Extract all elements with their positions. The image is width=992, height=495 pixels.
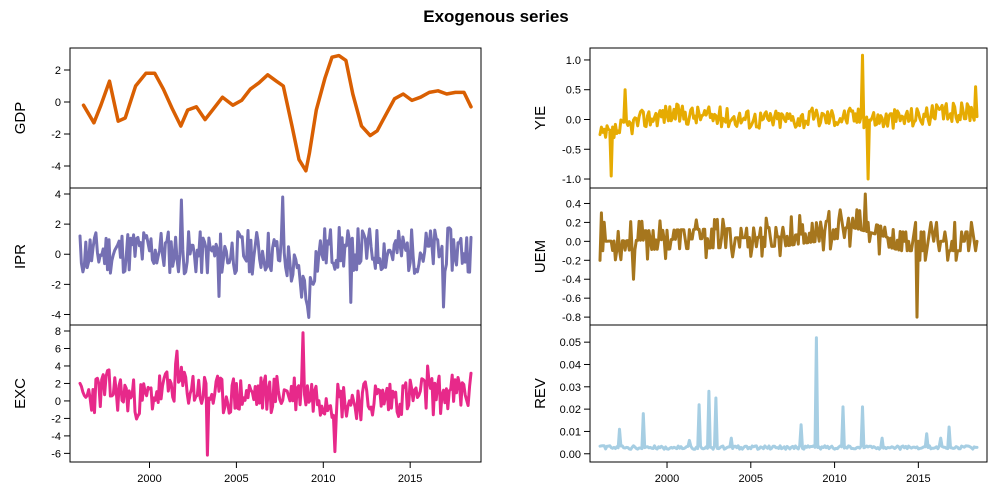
panel-frame xyxy=(589,324,988,463)
y-tick-label: -0.6 xyxy=(562,293,581,305)
y-tick-label: 0.00 xyxy=(560,449,581,461)
y-axis-label: UEM xyxy=(532,240,549,273)
y-tick-label: 0.01 xyxy=(560,426,581,438)
panel-gdp: -4 -2 0 2 GDP xyxy=(12,47,482,189)
y-tick-label: 0.04 xyxy=(560,359,581,371)
y-tick-label: -6 xyxy=(51,448,61,460)
x-tick-label: 2010 xyxy=(822,473,846,485)
panel-frame xyxy=(589,187,988,326)
panel-exc: -6 -4 -2 0 2 4 6 8 EXC 2000 2005 2010 2015 xyxy=(12,324,482,485)
y-tick-label: -0.4 xyxy=(562,274,581,286)
y-tick-label: 0 xyxy=(55,97,61,109)
panel-frame xyxy=(69,47,482,189)
series-line-yie xyxy=(598,53,979,181)
y-tick-label: -4 xyxy=(51,309,61,321)
panel-ipr: -4 -2 0 2 4 IPR xyxy=(12,187,482,326)
y-tick-label: -4 xyxy=(51,431,61,443)
series-line-gdp xyxy=(81,53,473,173)
y-axis-label: REV xyxy=(532,378,549,409)
x-tick-label: 2005 xyxy=(739,473,763,485)
y-tick-label: 0.4 xyxy=(566,198,581,210)
panel-yie: -1.0 -0.5 0.0 0.5 1.0 YIE xyxy=(532,47,988,189)
y-tick-label: 4 xyxy=(55,189,61,201)
y-tick-label: 0.5 xyxy=(566,85,581,97)
chart-title: Exogenous series xyxy=(423,7,569,26)
y-tick-label: 0.2 xyxy=(566,217,581,229)
y-tick-label: 0.05 xyxy=(560,337,581,349)
y-tick-label: 0 xyxy=(55,396,61,408)
y-tick-label: -2 xyxy=(51,279,61,291)
y-tick-label: 0.0 xyxy=(566,114,581,126)
y-tick-label: 2 xyxy=(55,219,61,231)
series-line-rev xyxy=(598,336,979,451)
y-tick-label: 0 xyxy=(55,249,61,261)
y-tick-label: 0.02 xyxy=(560,404,581,416)
series-line-uem xyxy=(598,192,979,319)
panels: -4 -2 0 2 GDP -4 -2 0 2 4 IPR -6 -4 -2 0 2 4 6 8 EXC 2000 200… xyxy=(12,47,988,485)
y-tick-label: 8 xyxy=(55,326,61,338)
y-tick-label: 0.03 xyxy=(560,382,581,394)
y-tick-label: -2 xyxy=(51,129,61,141)
x-tick-label: 2015 xyxy=(906,473,930,485)
y-axis-label: YIE xyxy=(532,106,549,130)
panel-rev: 0.00 0.01 0.02 0.03 0.04 0.05 REV 2000 2005 2010 2… xyxy=(532,324,988,485)
y-axis-label: EXC xyxy=(12,378,29,409)
x-tick-label: 2000 xyxy=(137,473,161,485)
series-line-exc xyxy=(78,331,473,457)
y-tick-label: -0.5 xyxy=(562,144,581,156)
panel-uem: -0.8 -0.6 -0.4 -0.2 0.0 0.2 0.4 UEM xyxy=(532,187,988,326)
x-tick-label: 2005 xyxy=(224,473,248,485)
y-tick-label: -0.2 xyxy=(562,255,581,267)
y-tick-label: -4 xyxy=(51,161,61,173)
x-tick-label: 2000 xyxy=(655,473,679,485)
y-tick-label: 0.0 xyxy=(566,236,581,248)
y-tick-label: -2 xyxy=(51,413,61,425)
y-tick-label: 2 xyxy=(55,65,61,77)
y-tick-label: -0.8 xyxy=(562,312,581,324)
x-tick-label: 2010 xyxy=(311,473,335,485)
y-axis-label: GDP xyxy=(12,102,29,135)
x-tick-label: 2015 xyxy=(398,473,422,485)
y-tick-label: -1.0 xyxy=(562,174,581,186)
series-line-ipr xyxy=(78,195,473,319)
y-tick-label: 2 xyxy=(55,378,61,390)
y-tick-label: 6 xyxy=(55,343,61,355)
y-axis-label: IPR xyxy=(12,244,29,269)
panel-frame xyxy=(69,324,482,463)
y-tick-label: 1.0 xyxy=(566,55,581,67)
y-tick-label: 4 xyxy=(55,361,61,373)
